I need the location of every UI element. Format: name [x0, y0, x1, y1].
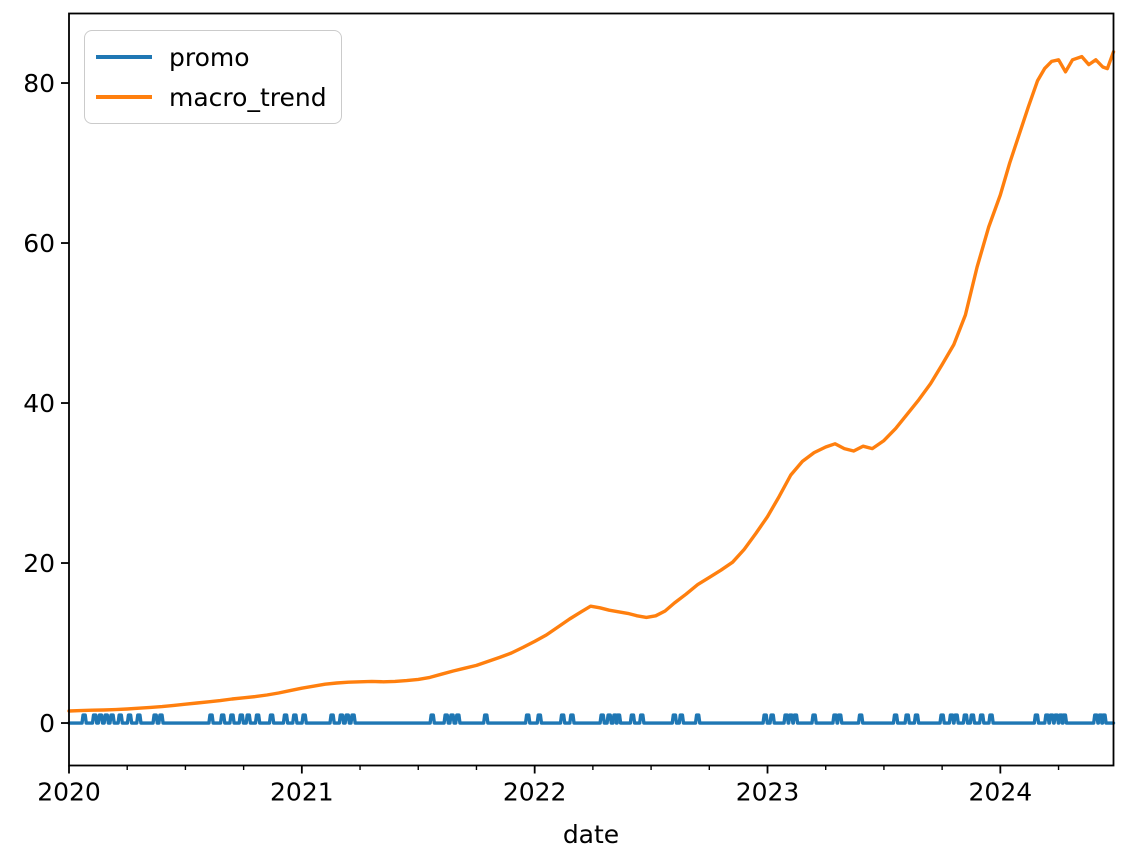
macro-trend-series-line: [67, 50, 1116, 713]
legend-label-macro-trend: macro_trend: [169, 82, 327, 112]
y-tick-label: 20: [23, 549, 55, 578]
legend-item-promo: promo: [96, 37, 327, 77]
legend-item-macro-trend: macro_trend: [96, 77, 327, 117]
legend-line-promo-swatch: [96, 55, 152, 59]
legend-line-macro-trend-swatch: [96, 95, 152, 99]
x-tick-label: 2020: [37, 778, 101, 807]
x-tick-label: 2021: [270, 778, 334, 807]
legend: promo macro_trend: [84, 30, 342, 124]
x-tick-label: 2023: [736, 778, 800, 807]
x-tick-label: 2024: [969, 778, 1033, 807]
promo-series-line: [67, 713, 1116, 725]
x-axis-label: date: [562, 820, 620, 849]
y-tick-label: 0: [39, 709, 55, 738]
y-tick-label: 60: [23, 229, 55, 258]
x-tick-label: 2022: [503, 778, 567, 807]
y-tick-label: 80: [23, 69, 55, 98]
y-tick-label: 40: [23, 389, 55, 418]
axes-spines: [68, 12, 1115, 767]
legend-label-promo: promo: [169, 42, 250, 72]
